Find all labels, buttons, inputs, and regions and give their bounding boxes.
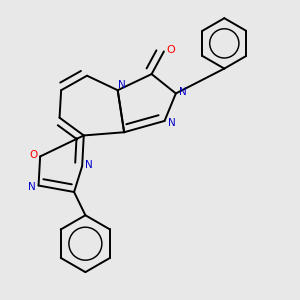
Text: N: N	[28, 182, 35, 192]
Text: O: O	[166, 45, 175, 55]
Text: N: N	[118, 80, 126, 90]
Text: N: N	[85, 160, 93, 170]
Text: N: N	[179, 87, 187, 97]
Text: O: O	[29, 150, 37, 160]
Text: N: N	[168, 118, 176, 128]
